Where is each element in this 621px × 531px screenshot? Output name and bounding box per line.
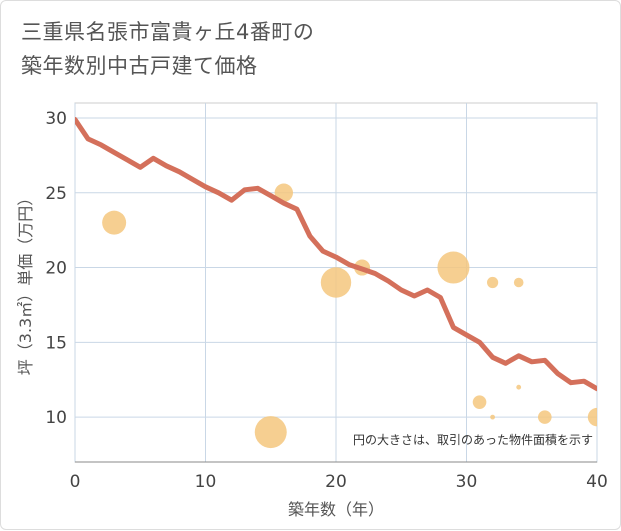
x-tick-label: 40	[586, 472, 608, 492]
bubble-point	[513, 277, 524, 288]
bubble-point	[490, 414, 495, 420]
x-tick-label: 20	[325, 472, 347, 492]
marks-group	[75, 117, 597, 449]
chart-title: 三重県名張市富貴ヶ丘4番町の 築年数別中古戸建て価格	[21, 15, 461, 83]
bubble-point	[587, 407, 597, 427]
x-tick-label: 10	[195, 472, 217, 492]
chart-title-line-1: 三重県名張市富貴ヶ丘4番町の	[21, 20, 315, 44]
y-tick-label: 25	[45, 184, 67, 204]
y-tick-label: 10	[45, 408, 67, 428]
y-axis-label: 坪（3.3㎡）単価（万円）	[16, 190, 35, 375]
bubble-point	[320, 267, 352, 298]
y-tick-label: 30	[45, 109, 67, 129]
y-tick-label: 20	[45, 259, 67, 279]
bubble-point	[472, 395, 487, 409]
bubble-size-note: 円の大きさは、取引のあった物件面積を示す	[353, 432, 593, 447]
bubble-point	[274, 183, 293, 202]
bubble-point	[437, 251, 470, 284]
bubble-point	[102, 210, 127, 235]
bubble-point	[516, 384, 522, 390]
y-tick-label: 15	[45, 333, 67, 353]
x-tick-label: 30	[456, 472, 478, 492]
bubble-point	[538, 410, 552, 424]
bubble-point	[254, 416, 287, 449]
bubble-point	[487, 276, 499, 289]
chart-title-line-2: 築年数別中古戸建て価格	[21, 54, 258, 78]
average-price-line	[75, 117, 597, 392]
x-axis-label: 築年数（年）	[288, 500, 384, 519]
x-tick-label: 0	[70, 472, 81, 492]
